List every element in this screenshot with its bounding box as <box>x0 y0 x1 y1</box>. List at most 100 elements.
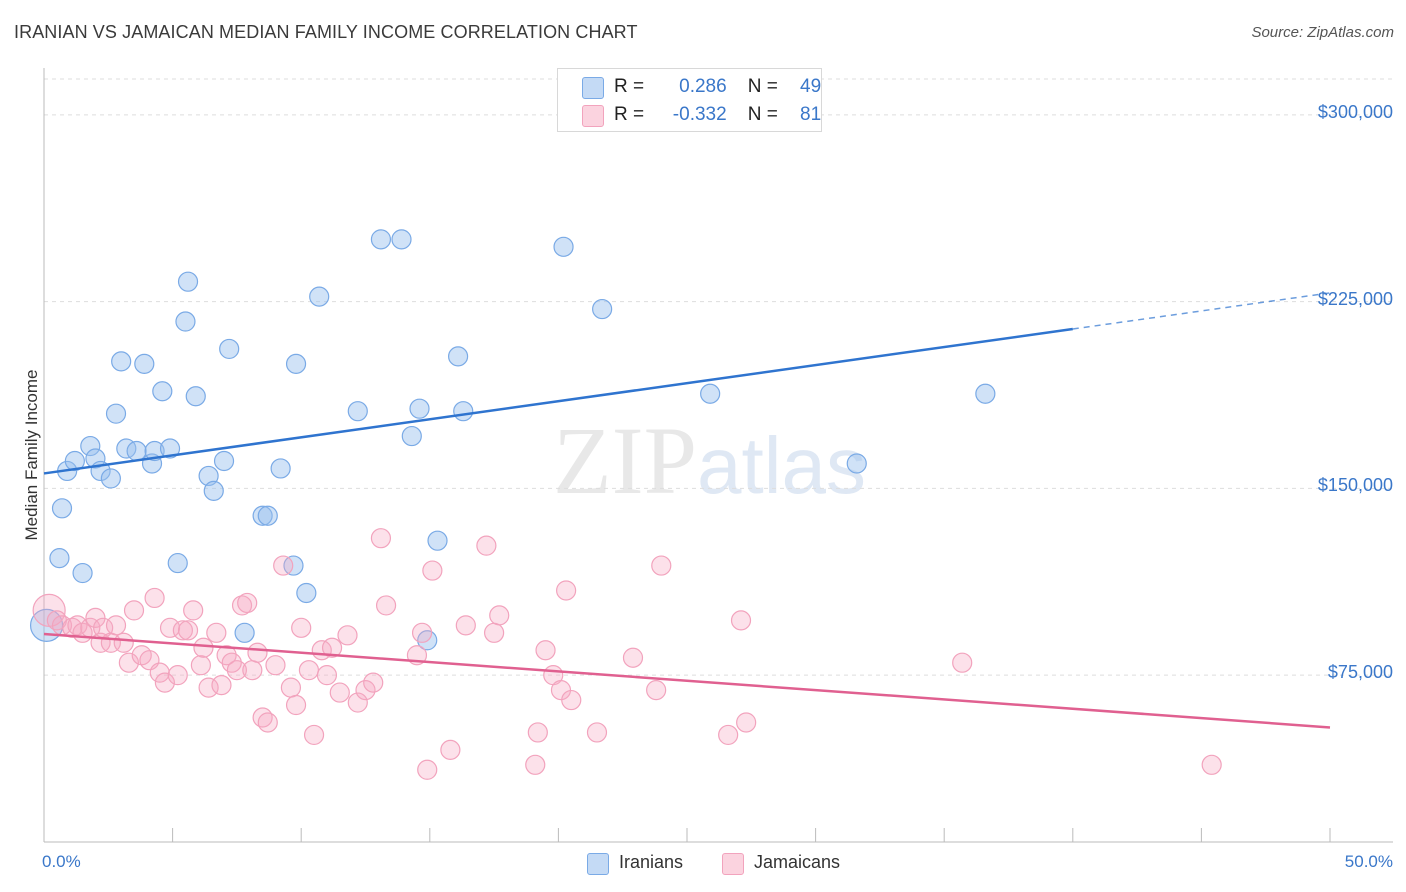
data-point-jamaicans <box>159 617 181 638</box>
data-point-iranians <box>72 562 93 584</box>
data-point-jamaicans <box>291 617 312 638</box>
data-point-jamaicans <box>730 610 752 631</box>
watermark-zip: ZIP <box>553 407 697 514</box>
data-point-iranians <box>347 401 368 422</box>
legend-swatch-iranians <box>587 853 609 875</box>
legend-swatch-jamaicans <box>582 105 604 127</box>
data-point-iranians <box>134 353 155 374</box>
data-point-iranians <box>152 381 173 402</box>
data-point-iranians <box>100 468 121 489</box>
data-point-iranians <box>296 582 317 604</box>
data-point-iranians <box>49 548 70 569</box>
data-point-jamaicans <box>586 722 608 743</box>
data-point-jamaicans <box>242 660 263 681</box>
data-point-jamaicans <box>177 620 199 641</box>
trend-lines <box>43 292 1331 729</box>
data-point-jamaicans <box>285 694 307 716</box>
legend-label-jamaicans: Jamaicans <box>754 852 841 872</box>
y-tick-label: $150,000 <box>1317 475 1393 496</box>
data-point-jamaicans <box>527 722 548 743</box>
legend-r-value: -0.332 <box>672 104 727 125</box>
data-point-iranians <box>105 403 127 424</box>
data-point-jamaicans <box>535 640 556 661</box>
data-point-jamaicans <box>118 652 139 673</box>
data-point-iranians <box>175 311 196 332</box>
legend-r-label: R = <box>614 76 645 97</box>
data-point-jamaicans <box>167 665 188 686</box>
data-point-jamaicans <box>556 580 577 601</box>
data-point-jamaicans <box>337 625 358 646</box>
data-point-jamaicans <box>316 665 338 686</box>
data-point-iranians <box>177 271 199 292</box>
data-point-jamaicans <box>561 689 582 711</box>
data-point-jamaicans <box>113 632 134 653</box>
chart-source: Source: ZipAtlas.com <box>1251 24 1394 41</box>
data-point-jamaicans <box>525 754 546 775</box>
y-tick-label: $225,000 <box>1317 288 1393 309</box>
data-point-jamaicans <box>298 660 320 681</box>
data-point-iranians <box>447 346 469 367</box>
data-point-jamaicans <box>144 587 165 609</box>
data-point-iranians <box>427 530 448 551</box>
y-axis-label: Median Family Income <box>22 369 41 541</box>
data-point-jamaicans <box>226 660 247 681</box>
legend-n-label: N = <box>747 104 778 125</box>
data-point-jamaicans <box>105 615 127 636</box>
data-point-iranians <box>283 555 304 576</box>
data-point-jamaicans <box>489 605 510 626</box>
data-point-jamaicans <box>375 595 397 616</box>
data-point-iranians <box>219 338 240 360</box>
data-point-jamaicans <box>172 620 193 641</box>
data-point-iranians <box>185 386 206 407</box>
y-tick-label: $300,000 <box>1317 101 1393 122</box>
series-jamaicans <box>32 528 1222 780</box>
data-point-iranians <box>257 505 278 526</box>
data-point-iranians <box>553 236 574 257</box>
data-point-iranians <box>203 480 224 501</box>
correlation-legend: R = 0.286 N = 49 R = -0.332 N = 81 <box>557 68 822 132</box>
data-point-jamaicans <box>211 675 232 696</box>
axes <box>43 68 1393 843</box>
data-point-jamaicans <box>303 724 325 746</box>
data-point-iranians <box>453 401 474 422</box>
data-point-jamaicans <box>484 622 505 643</box>
data-point-iranians <box>592 298 613 320</box>
data-point-jamaicans <box>455 615 476 636</box>
trend-line-iranians <box>43 327 1073 475</box>
legend-label-iranians: Iranians <box>619 852 684 872</box>
legend-n-label: N = <box>747 76 778 97</box>
x-tick-label-min: 0.0% <box>42 852 81 871</box>
data-point-jamaicans <box>206 622 227 643</box>
legend-r-label: R = <box>614 104 645 125</box>
data-point-jamaicans <box>347 692 368 713</box>
data-point-jamaicans <box>183 600 204 621</box>
data-point-iranians <box>234 622 255 643</box>
grid <box>44 78 1393 676</box>
data-point-jamaicans <box>718 724 739 746</box>
data-point-jamaicans <box>237 592 258 614</box>
data-point-iranians <box>285 353 307 374</box>
data-point-iranians <box>270 458 291 479</box>
watermark: ZIPatlas <box>553 405 866 516</box>
data-point-jamaicans <box>476 535 497 556</box>
data-point-jamaicans <box>321 637 343 658</box>
data-point-jamaicans <box>952 652 973 673</box>
data-point-jamaicans <box>198 677 219 698</box>
data-point-jamaicans <box>231 595 253 616</box>
data-point-jamaicans <box>355 679 376 701</box>
data-point-iranians <box>700 383 721 404</box>
data-point-iranians <box>51 498 73 519</box>
data-point-jamaicans <box>280 677 302 698</box>
data-point-jamaicans <box>622 647 644 668</box>
data-point-iranians <box>167 552 188 574</box>
data-point-jamaicans <box>646 679 667 701</box>
data-point-iranians <box>111 351 132 372</box>
data-point-iranians <box>159 438 181 459</box>
data-point-iranians <box>126 440 147 462</box>
data-point-jamaicans <box>736 712 757 733</box>
data-point-iranians <box>213 450 235 472</box>
series-iranians <box>29 229 996 651</box>
data-point-iranians <box>144 440 165 462</box>
legend-swatch-jamaicans <box>722 853 744 875</box>
